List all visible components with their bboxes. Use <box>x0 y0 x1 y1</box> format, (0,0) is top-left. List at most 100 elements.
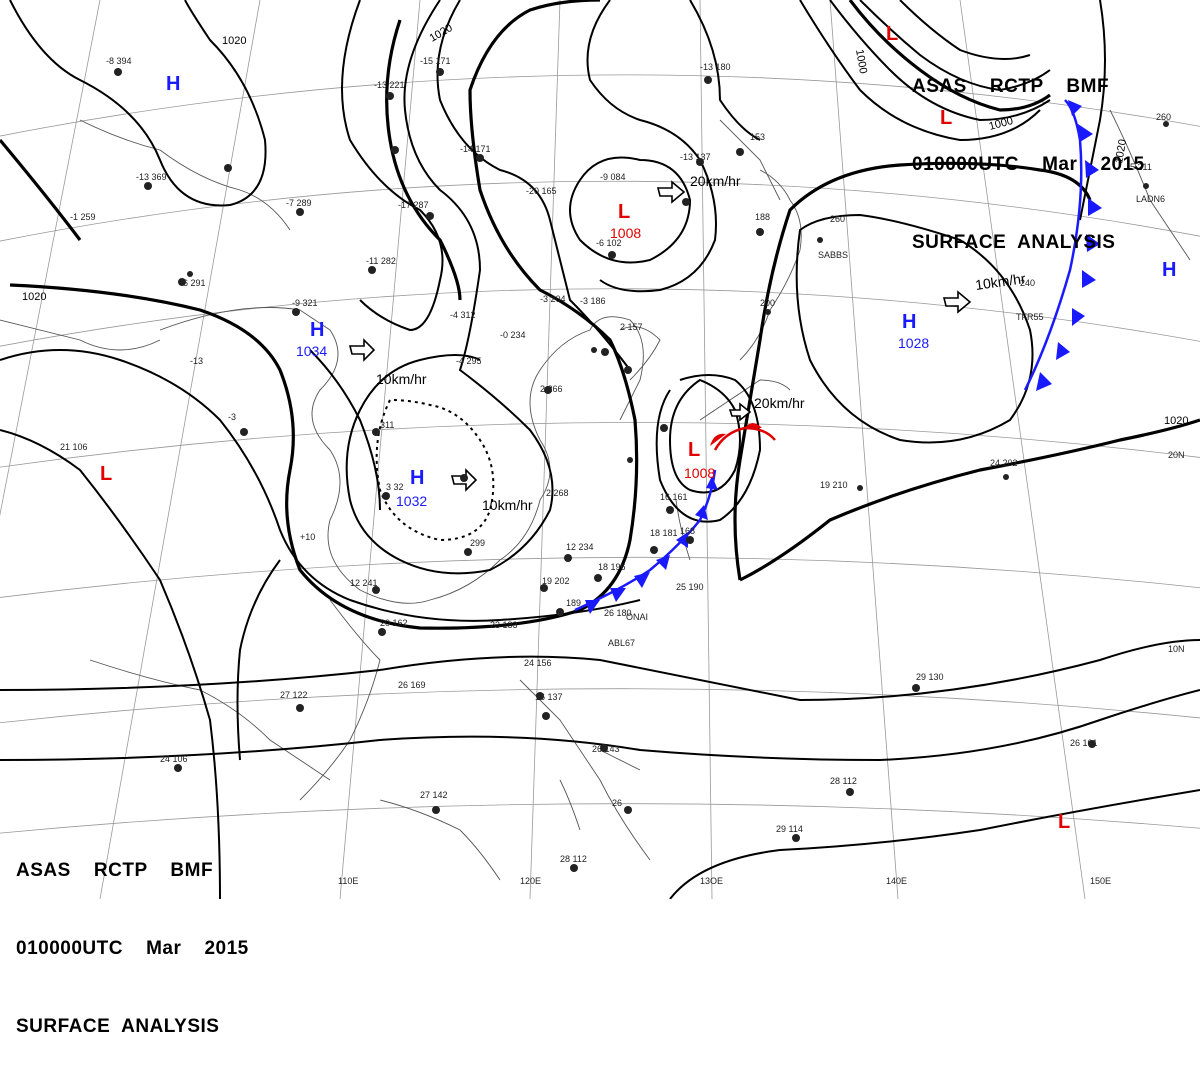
svg-text:2 268: 2 268 <box>546 488 569 498</box>
svg-text:13OE: 13OE <box>700 876 723 886</box>
svg-text:16 137: 16 137 <box>535 692 563 702</box>
high-pressure-value: 1028 <box>898 335 929 351</box>
high-center-symbol: H <box>310 319 324 341</box>
isobar-dotted <box>375 398 495 542</box>
svg-text:SABBS: SABBS <box>818 250 848 260</box>
high-center-symbol: H <box>410 467 424 489</box>
chart-header-bottom: ASAS RCTP BMF 010000UTC Mar 2015 SURFACE… <box>16 806 249 1066</box>
svg-text:28 112: 28 112 <box>830 776 857 786</box>
low-pressure-value: 1008 <box>684 465 715 481</box>
svg-text:-3: -3 <box>228 412 236 422</box>
high-center-symbol: H <box>1162 259 1176 281</box>
svg-text:153: 153 <box>750 132 765 142</box>
svg-text:188: 188 <box>755 212 770 222</box>
svg-text:-1 259: -1 259 <box>70 212 96 222</box>
svg-text:12 241: 12 241 <box>350 578 378 588</box>
svg-text:-3 204: -3 204 <box>540 294 566 304</box>
header-line-1: ASAS RCTP BMF <box>912 76 1110 97</box>
svg-text:-3 186: -3 186 <box>580 296 606 306</box>
cold-front <box>574 99 1102 614</box>
high-pressure-value: 1034 <box>296 343 327 359</box>
svg-text:140E: 140E <box>886 876 907 886</box>
svg-text:-4 295: -4 295 <box>456 356 482 366</box>
svg-text:-15 171: -15 171 <box>420 56 451 66</box>
svg-text:-14 171: -14 171 <box>460 144 491 154</box>
svg-text:2 157: 2 157 <box>620 322 643 332</box>
movement-label: 10km/hr <box>974 270 1027 293</box>
svg-text:-13 369: -13 369 <box>136 172 167 182</box>
svg-text:260: 260 <box>830 214 845 224</box>
warm-front <box>710 423 776 451</box>
svg-text:24 202: 24 202 <box>990 458 1018 468</box>
svg-text:20N: 20N <box>1168 450 1185 460</box>
svg-text:26 143: 26 143 <box>592 744 620 754</box>
svg-text:-11 282: -11 282 <box>366 256 396 266</box>
svg-text:ONAI: ONAI <box>626 612 648 622</box>
svg-text:200: 200 <box>760 298 775 308</box>
svg-text:27 142: 27 142 <box>420 790 448 800</box>
svg-text:26 169: 26 169 <box>398 680 426 690</box>
svg-text:260: 260 <box>1156 112 1171 122</box>
svg-text:-20 165: -20 165 <box>526 186 557 196</box>
svg-text:311: 311 <box>380 420 394 430</box>
surface-analysis-map: -8 394 -13 369 -7 289 -11 282 -13 221 -15 17… <box>0 0 1200 899</box>
svg-text:168: 168 <box>680 526 695 536</box>
svg-text:12 234: 12 234 <box>566 542 594 552</box>
svg-text:-13: -13 <box>190 356 203 366</box>
svg-text:120E: 120E <box>520 876 541 886</box>
low-center-symbol: L <box>886 23 898 45</box>
svg-text:10N: 10N <box>1168 644 1185 654</box>
low-center-symbol: L <box>940 107 952 129</box>
pressure-centers: H H 1034 H 1032 H 1028 H L 1008 L 1008 L… <box>100 23 1176 833</box>
low-pressure-value: 1008 <box>610 225 641 241</box>
svg-text:-4 312: -4 312 <box>450 310 476 320</box>
low-center-symbol: L <box>1058 811 1070 833</box>
svg-text:18 181: 18 181 <box>650 528 678 538</box>
svg-text:-8 394: -8 394 <box>106 56 132 66</box>
svg-text:20 162: 20 162 <box>380 618 408 628</box>
svg-text:110E: 110E <box>338 876 358 886</box>
isobar-label: 1020 <box>1113 138 1129 164</box>
station-values: -8 394 -13 369 -7 289 -11 282 -13 221 -15 17… <box>60 56 1171 864</box>
isobars-thin <box>0 0 1200 899</box>
svg-text:23 183: 23 183 <box>490 620 518 630</box>
isobar-label: 1020 <box>22 291 46 303</box>
svg-text:-17 287: -17 287 <box>398 200 429 210</box>
svg-text:-9 321: -9 321 <box>292 298 318 308</box>
svg-text:-7 289: -7 289 <box>286 198 312 208</box>
svg-text:150E: 150E <box>1090 876 1111 886</box>
high-pressure-value: 1032 <box>396 493 427 509</box>
isobar-labels: 1020 1020 1020 1000 1000 1020 1020 <box>22 22 1188 427</box>
svg-text:240: 240 <box>1020 278 1035 288</box>
high-center-symbol: H <box>902 311 916 333</box>
svg-text:28 112: 28 112 <box>560 854 587 864</box>
svg-text:27 122: 27 122 <box>280 690 308 700</box>
svg-text:19 202: 19 202 <box>542 576 570 586</box>
svg-text:21 106: 21 106 <box>60 442 88 452</box>
svg-text:25 190: 25 190 <box>676 582 704 592</box>
svg-text:299: 299 <box>470 538 485 548</box>
svg-text:-6 102: -6 102 <box>596 238 622 248</box>
low-center-symbol: L <box>688 439 700 461</box>
isobars-thick <box>0 0 1200 630</box>
svg-text:26 101: 26 101 <box>1070 738 1098 748</box>
station-plots <box>114 68 1169 872</box>
svg-text:-9 084: -9 084 <box>600 172 626 182</box>
isobar-label: 1000 <box>853 48 869 74</box>
low-center-symbol: L <box>618 201 630 223</box>
svg-text:5 211: 5 211 <box>1130 162 1152 172</box>
svg-text:189: 189 <box>566 598 581 608</box>
header-line-3: SURFACE ANALYSIS <box>912 232 1116 253</box>
svg-text:29 114: 29 114 <box>776 824 803 834</box>
chart-header-top: ASAS RCTP BMF 010000UTC Mar 2015 SURFACE… <box>912 22 1145 282</box>
svg-text:2 266: 2 266 <box>540 384 563 394</box>
svg-text:-6 291: -6 291 <box>180 278 206 288</box>
svg-text:26: 26 <box>612 798 622 808</box>
isobar-label: 1020 <box>222 35 246 47</box>
header-line-2: 010000UTC Mar 2015 <box>912 154 1145 175</box>
svg-text:26 180: 26 180 <box>604 608 632 618</box>
svg-text:24 106: 24 106 <box>160 754 188 764</box>
svg-text:3 32: 3 32 <box>386 482 404 492</box>
svg-text:24 156: 24 156 <box>524 658 552 668</box>
header-line-2: 010000UTC Mar 2015 <box>16 938 249 959</box>
